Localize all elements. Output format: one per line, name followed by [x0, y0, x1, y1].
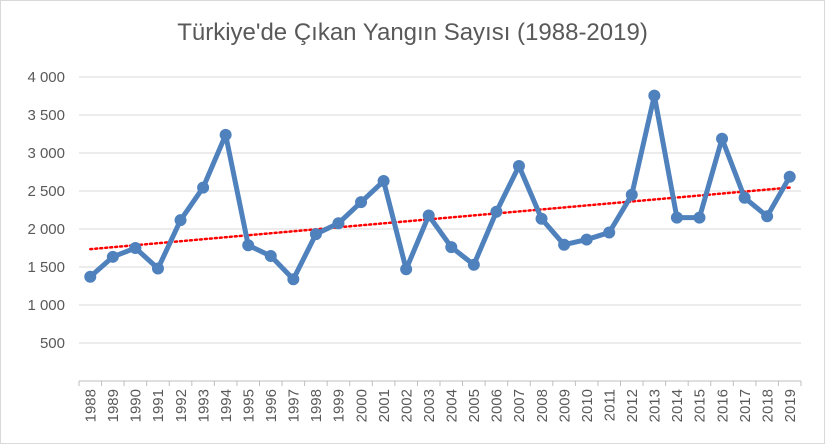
x-tick-label: 2017	[737, 389, 754, 422]
x-tick-label: 2016	[714, 389, 731, 422]
y-tick-label: 1 000	[27, 297, 65, 314]
x-tick-label: 1998	[308, 389, 325, 422]
x-tick-label: 2014	[669, 389, 686, 422]
x-tick-label: 2004	[444, 389, 461, 422]
x-tick-label: 1993	[195, 389, 212, 422]
y-tick-label: 500	[40, 335, 65, 352]
y-tick-label: 2 000	[27, 221, 65, 238]
data-point-1994	[219, 128, 232, 141]
data-point-2016	[716, 132, 729, 145]
data-point-2000	[355, 196, 368, 209]
x-tick-label: 2008	[534, 389, 551, 422]
y-tick-label: 3 500	[27, 107, 65, 124]
y-tick-label: 4 000	[27, 69, 65, 86]
x-tick-label: 2010	[579, 389, 596, 422]
x-tick-label: 2006	[489, 389, 506, 422]
data-point-2010	[580, 233, 593, 246]
x-tick-label: 2002	[398, 389, 415, 422]
data-point-1990	[129, 242, 142, 254]
data-point-1988	[84, 270, 97, 283]
series-layer	[84, 89, 796, 286]
x-tick-label: 2009	[556, 389, 573, 422]
x-tick-label: 2013	[647, 389, 664, 422]
data-point-2006	[490, 205, 503, 218]
data-point-2013	[648, 89, 661, 102]
data-point-2004	[445, 241, 458, 254]
grid-layer	[79, 76, 801, 344]
x-tick-label: 1991	[150, 389, 167, 422]
x-tick-label: 1997	[286, 389, 303, 422]
x-tick-label: 1995	[240, 389, 257, 422]
data-point-2008	[535, 212, 548, 225]
series-line	[87, 93, 793, 282]
x-tick-label: 2003	[421, 389, 438, 422]
x-tick-label: 1988	[83, 389, 100, 422]
data-point-2012	[625, 188, 638, 201]
data-point-2011	[603, 226, 616, 239]
data-point-2001	[377, 175, 390, 188]
x-tick-label: 2019	[782, 389, 799, 422]
y-tick-label: 1 500	[27, 259, 65, 276]
data-point-2019	[783, 170, 796, 183]
data-point-1989	[106, 250, 119, 263]
data-point-1995	[242, 239, 255, 252]
data-point-2005	[467, 258, 480, 271]
data-point-1998	[309, 228, 322, 241]
x-tick-label: 2007	[511, 389, 528, 422]
x-tick-label: 2012	[624, 389, 641, 422]
y-tick-label: 3 000	[27, 145, 65, 162]
x-tick-label: 1992	[173, 389, 190, 422]
data-point-2002	[400, 263, 413, 276]
x-tick-label: 2001	[376, 389, 393, 422]
x-tick-label: 2005	[466, 389, 483, 422]
axis-layer	[78, 380, 802, 386]
data-point-1992	[174, 214, 187, 227]
data-point-2003	[422, 209, 435, 222]
x-tick-label: 2018	[759, 389, 776, 422]
data-point-1999	[332, 217, 345, 230]
data-point-1996	[264, 249, 277, 262]
x-tick-label: 1989	[105, 389, 122, 422]
data-point-2015	[693, 211, 706, 224]
data-point-2018	[761, 210, 774, 223]
label-layer: 500 1 000 1 500 2 000 2 500 3 000 3 500 4 000 19…	[27, 69, 799, 422]
chart-title: Türkiye'de Çıkan Yangın Sayısı (1988-201…	[177, 19, 648, 46]
x-tick-label: 1999	[331, 389, 348, 422]
data-point-2017	[738, 191, 751, 204]
data-point-2009	[558, 238, 571, 251]
x-tick-label: 1996	[263, 389, 280, 422]
x-tick-label: 2000	[353, 389, 370, 422]
data-point-2007	[512, 159, 525, 172]
data-point-1997	[287, 273, 300, 286]
data-point-1993	[197, 181, 210, 194]
x-tick-label: 2015	[692, 389, 709, 422]
x-tick-label: 1994	[218, 389, 235, 422]
x-tick-label: 2011	[601, 389, 618, 421]
y-tick-label: 2 500	[27, 183, 65, 200]
data-point-1991	[151, 262, 164, 275]
x-tick-label: 1990	[128, 389, 145, 422]
data-point-2014	[670, 211, 683, 224]
